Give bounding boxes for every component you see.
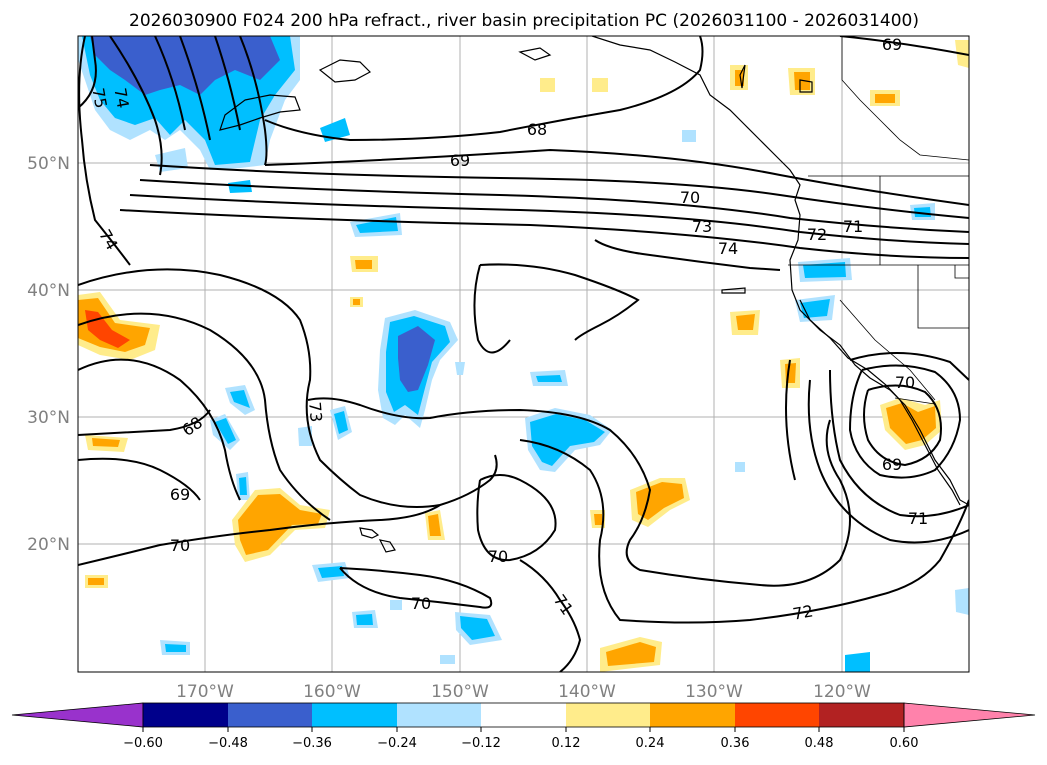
contour-label: 69 [450, 151, 470, 170]
contour-label: 70 [170, 536, 190, 555]
lon-label: 130°W [685, 682, 743, 702]
contour-label: 72 [807, 225, 827, 244]
colorbar-segment [819, 703, 904, 727]
positive-anomaly-shading [78, 40, 969, 672]
lon-label: 150°W [431, 682, 489, 702]
contour-label: 69 [882, 455, 902, 474]
latitude-labels: 50°N 40°N 30°N 20°N [27, 154, 70, 555]
colorbar-tick-label: 0.12 [552, 736, 581, 751]
colorbar-lower-extension [11, 702, 144, 728]
contour-label: 69 [882, 35, 902, 54]
contour-label: 70 [488, 547, 508, 566]
lat-label: 50°N [27, 154, 70, 174]
contour-label: 71 [843, 217, 863, 236]
lon-label: 120°W [813, 682, 871, 702]
colorbar-segment [397, 703, 481, 727]
contour-label: 74 [110, 86, 132, 109]
colorbar-tick-label: 0.48 [805, 736, 834, 751]
colorbar-tick-label: −0.24 [377, 736, 417, 751]
colorbar-tick-label: 0.36 [721, 736, 750, 751]
contour-label: 73 [305, 401, 326, 423]
colorbar-segment [143, 703, 228, 727]
contour-label: 75 [88, 86, 110, 109]
colorbar-segment [481, 703, 566, 727]
contour-label: 71 [908, 509, 928, 528]
lon-label: 140°W [558, 682, 616, 702]
contour-label: 70 [411, 594, 431, 613]
colorbar-tick-label: 0.24 [636, 736, 665, 751]
contour-label: 68 [527, 120, 547, 139]
map-frame [77, 35, 970, 673]
political-borders [788, 36, 969, 405]
colorbar-tick-label: −0.48 [208, 736, 248, 751]
contour-label: 74 [718, 239, 738, 258]
lat-label: 40°N [27, 281, 70, 301]
refractivity-contours [78, 36, 969, 672]
colorbar: −0.60 −0.48 −0.36 −0.24 −0.12 0.12 0.24 … [11, 702, 1036, 751]
contour-label: 72 [791, 601, 814, 623]
colorbar-tick-label: −0.12 [461, 736, 501, 751]
colorbar-frame [142, 702, 905, 728]
contour-label: 73 [692, 217, 712, 236]
colorbar-segment [566, 703, 650, 727]
contour-label: 69 [170, 485, 190, 504]
lon-label: 170°W [176, 682, 234, 702]
contour-label: 70 [680, 188, 700, 207]
colorbar-segment [228, 703, 312, 727]
colorbar-segment [650, 703, 735, 727]
contour-label: 70 [895, 373, 915, 392]
colorbar-tick-label: 0.60 [890, 736, 919, 751]
lat-label: 20°N [27, 535, 70, 555]
colorbar-upper-extension [903, 702, 1036, 728]
coastlines [219, 36, 969, 553]
lon-label: 160°W [303, 682, 361, 702]
negative-anomaly-shading [78, 36, 969, 672]
figure-title: 2026030900 F024 200 hPa refract., river … [129, 11, 919, 31]
colorbar-tick-label: −0.60 [123, 736, 163, 751]
colorbar-tick-label: −0.36 [292, 736, 332, 751]
colorbar-segment [312, 703, 397, 727]
colorbar-segment [735, 703, 819, 727]
longitude-labels: 170°W 160°W 150°W 140°W 130°W 120°W [176, 682, 871, 702]
lat-label: 30°N [27, 408, 70, 428]
